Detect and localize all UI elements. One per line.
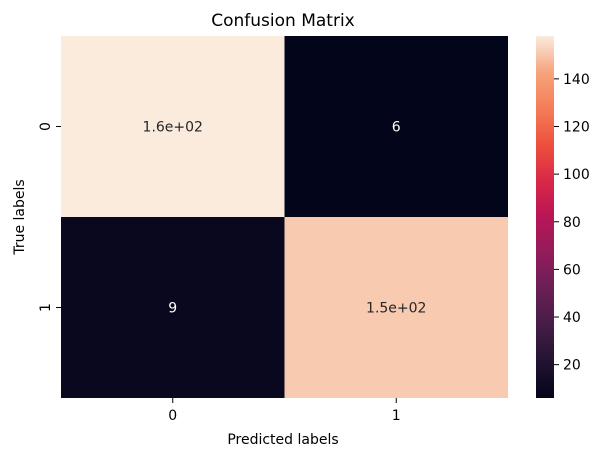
cell-annotation: 9 xyxy=(168,301,177,317)
heatmap-cells xyxy=(61,36,508,398)
colorbar-tick-label: 40 xyxy=(563,310,581,326)
x-axis-label: Predicted labels xyxy=(227,432,338,448)
y-axis-ticks: 01 xyxy=(38,122,61,312)
x-tick-label: 0 xyxy=(168,408,177,424)
colorbar-tick-label: 120 xyxy=(563,120,590,136)
cell-annotation: 1.6e+02 xyxy=(143,120,203,136)
colorbar-tick-label: 140 xyxy=(563,72,590,88)
x-tick-label: 1 xyxy=(392,408,401,424)
heatmap-cell xyxy=(284,36,508,217)
colorbar-tick-label: 80 xyxy=(563,215,581,231)
colorbar-ticks: 20 40 60 80 100 120 140 xyxy=(554,72,590,374)
y-axis-label: True labels xyxy=(12,179,28,255)
cell-annotation: 1.5e+02 xyxy=(366,301,426,317)
chart-title: Confusion Matrix xyxy=(211,11,355,31)
heatmap-cell xyxy=(61,36,285,217)
cell-annotation: 6 xyxy=(392,120,401,136)
heatmap-cell-labels: 1.6e+02 6 9 1.5e+02 xyxy=(143,120,427,317)
colorbar xyxy=(536,36,554,398)
colorbar-tick-label: 100 xyxy=(563,167,590,183)
heatmap-cell xyxy=(284,217,508,398)
heatmap-cell xyxy=(61,217,285,398)
y-tick-label: 1 xyxy=(38,303,54,312)
colorbar-tick-label: 20 xyxy=(563,358,581,374)
colorbar-tick-label: 60 xyxy=(563,262,581,278)
y-tick-label: 0 xyxy=(38,122,54,131)
